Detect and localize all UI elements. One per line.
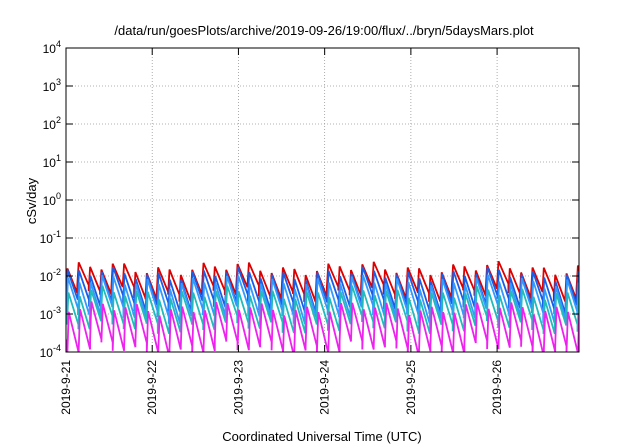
y-tick-label: 102 — [43, 115, 61, 132]
x-tick-label: 2019-9-26 — [490, 360, 504, 415]
y-tick-label: 10-3 — [40, 305, 61, 322]
x-tick-label: 2019-9-23 — [231, 360, 245, 415]
x-tick-label: 2019-9-24 — [318, 360, 332, 415]
series-group — [66, 260, 579, 352]
y-tick-label: 10-4 — [40, 343, 61, 360]
x-axis: 2019-9-21 2019-9-22 2019-9-23 2019-9-24 2019… — [59, 48, 504, 415]
x-tick-label: 2019-9-25 — [404, 360, 418, 415]
y-tick-label: 10-1 — [40, 229, 61, 246]
y-tick-label: 104 — [43, 39, 61, 56]
x-tick-label: 2019-9-21 — [59, 360, 73, 415]
chart-title: /data/run/goesPlots/archive/2019-09-26/1… — [114, 23, 534, 38]
y-tick-label: 101 — [43, 153, 61, 170]
y-tick-label: 10-2 — [40, 267, 61, 284]
y-axis: 10-4 10-3 10-2 10-1 100 101 102 103 104 — [40, 39, 579, 360]
series-line — [66, 301, 579, 352]
y-tick-label: 103 — [43, 77, 61, 94]
x-tick-label: 2019-9-22 — [145, 360, 159, 415]
series-line — [66, 285, 579, 335]
y-axis-label: cSv/day — [24, 177, 39, 224]
x-axis-label: Coordinated Universal Time (UTC) — [222, 429, 421, 444]
y-tick-label: 100 — [43, 191, 61, 208]
